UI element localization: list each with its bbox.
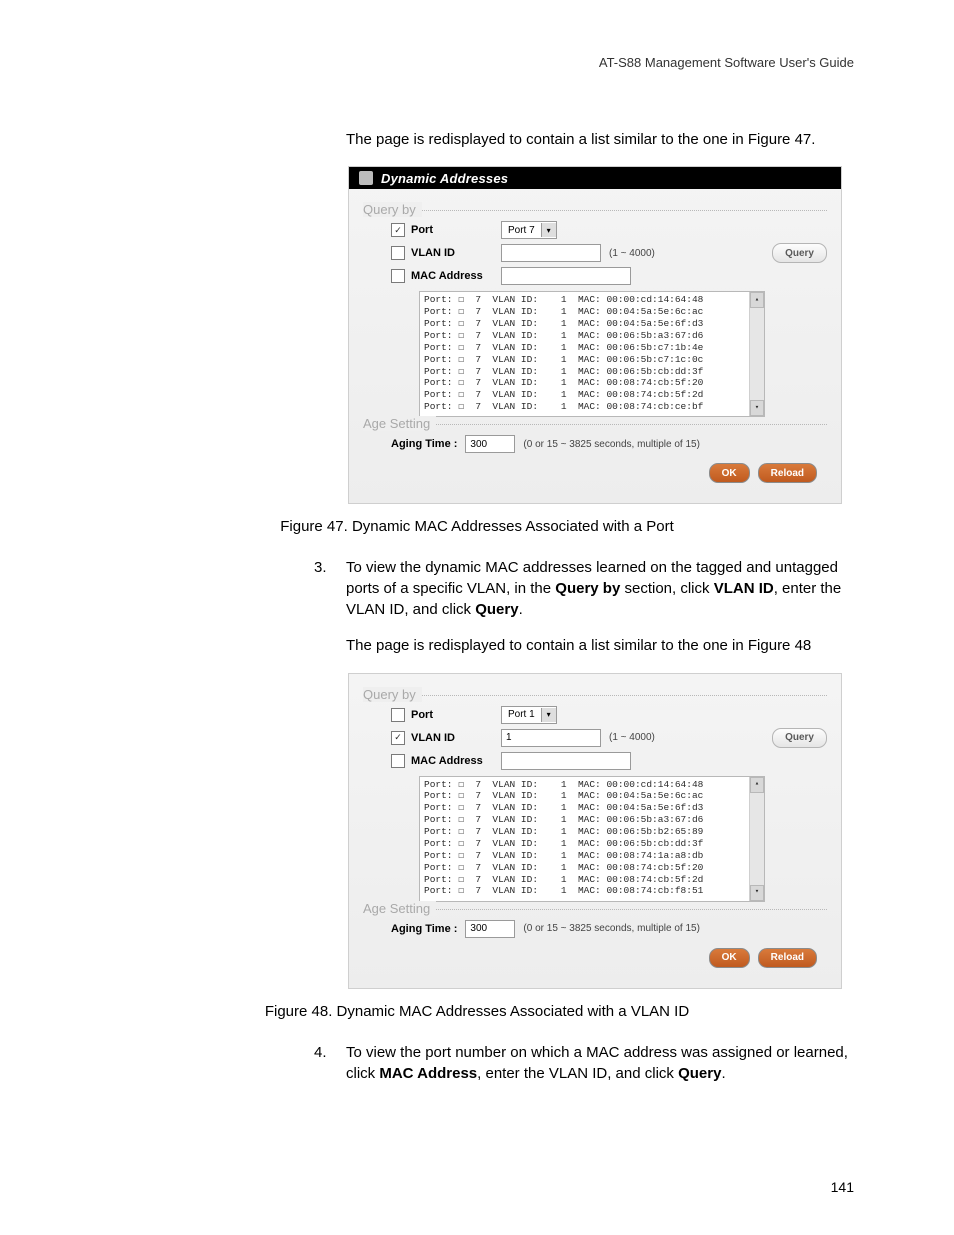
list-item: Port: ☐ 7 VLAN ID: 1 MAC: 00:06:5b:b2:65… <box>424 826 764 838</box>
scroll-up-icon[interactable]: ▴ <box>750 777 764 793</box>
bold-query: Query <box>475 601 518 618</box>
list-item: Port: ☐ 7 VLAN ID: 1 MAC: 00:08:74:cb:5f… <box>424 874 764 886</box>
aging-time-input[interactable]: 300 <box>465 920 515 938</box>
intro-text-47: The page is redisplayed to contain a lis… <box>346 130 854 150</box>
mac-label: MAC Address <box>411 270 483 282</box>
page-number: 141 <box>831 1179 854 1195</box>
scroll-up-icon[interactable]: ▴ <box>750 292 764 308</box>
vlan-hint: (1 ~ 4000) <box>609 248 655 259</box>
intro-text-48: The page is redisplayed to contain a lis… <box>346 636 854 656</box>
aging-hint: (0 or 15 ~ 3825 seconds, multiple of 15) <box>523 923 700 934</box>
doc-header: AT-S88 Management Software User's Guide <box>100 55 854 70</box>
list-item: Port: ☐ 7 VLAN ID: 1 MAC: 00:08:74:cb:5f… <box>424 377 764 389</box>
queryby-section-label: Query by <box>363 202 422 217</box>
bold-vlanid: VLAN ID <box>714 580 774 597</box>
step4-c: . <box>721 1065 725 1082</box>
port-select[interactable]: Port 7 ▾ <box>501 221 557 239</box>
figure-47-panel: Dynamic Addresses Query by ✓ Port Port 7… <box>348 166 842 504</box>
mac-checkbox[interactable] <box>391 754 405 768</box>
list-item: Port: ☐ 7 VLAN ID: 1 MAC: 00:04:5a:5e:6c… <box>424 790 764 802</box>
reload-button[interactable]: Reload <box>758 948 817 968</box>
list-item: Port: ☐ 7 VLAN ID: 1 MAC: 00:08:74:cb:5f… <box>424 389 764 401</box>
list-item: Port: ☐ 7 VLAN ID: 1 MAC: 00:08:74:cb:f8… <box>424 885 764 897</box>
step-number: 4. <box>314 1042 346 1084</box>
port-checkbox[interactable] <box>391 708 405 722</box>
vlan-checkbox[interactable]: ✓ <box>391 731 405 745</box>
port-select-value: Port 1 <box>502 709 541 720</box>
age-section-label: Age Setting <box>363 416 436 431</box>
bold-macaddress: MAC Address <box>379 1065 477 1082</box>
mac-label: MAC Address <box>411 755 483 767</box>
vlan-checkbox[interactable] <box>391 246 405 260</box>
figure-48-caption: Figure 48. Dynamic MAC Addresses Associa… <box>100 1003 854 1020</box>
list-item: Port: ☐ 7 VLAN ID: 1 MAC: 00:06:5b:cb:dd… <box>424 838 764 850</box>
bold-query: Query <box>678 1065 721 1082</box>
list-item: Port: ☐ 7 VLAN ID: 1 MAC: 00:04:5a:5e:6f… <box>424 318 764 330</box>
figure-48-panel: Query by Port Port 1 ▾ ✓ VLAN ID 1 (1 ~ … <box>348 673 842 989</box>
port-label: Port <box>411 224 433 236</box>
port-select-value: Port 7 <box>502 225 541 236</box>
figure-47-caption: Figure 47. Dynamic MAC Addresses Associa… <box>100 518 854 535</box>
vlan-input[interactable] <box>501 244 601 262</box>
list-item: Port: ☐ 7 VLAN ID: 1 MAC: 00:06:5b:cb:dd… <box>424 366 764 378</box>
mac-input[interactable] <box>501 752 631 770</box>
panel-titlebar: Dynamic Addresses <box>349 167 841 189</box>
list-item: Port: ☐ 7 VLAN ID: 1 MAC: 00:04:5a:5e:6f… <box>424 802 764 814</box>
reload-button[interactable]: Reload <box>758 463 817 483</box>
aging-time-label: Aging Time : <box>391 923 457 935</box>
vlan-label: VLAN ID <box>411 247 455 259</box>
scrollbar[interactable]: ▴ ▾ <box>749 777 764 901</box>
step4-b: , enter the VLAN ID, and click <box>477 1065 678 1082</box>
ok-button[interactable]: OK <box>709 948 750 968</box>
mac-results-list[interactable]: Port: ☐ 7 VLAN ID: 1 MAC: 00:00:cd:14:64… <box>419 776 765 902</box>
step-number: 3. <box>314 557 346 620</box>
ok-button[interactable]: OK <box>709 463 750 483</box>
panel-title: Dynamic Addresses <box>381 171 508 186</box>
query-button[interactable]: Query <box>772 243 827 263</box>
list-item: Port: ☐ 7 VLAN ID: 1 MAC: 00:08:74:cb:5f… <box>424 862 764 874</box>
step-4: 4. To view the port number on which a MA… <box>314 1042 854 1084</box>
scroll-down-icon[interactable]: ▾ <box>750 885 764 901</box>
list-item: Port: ☐ 7 VLAN ID: 1 MAC: 00:04:5a:5e:6c… <box>424 306 764 318</box>
vlan-input[interactable]: 1 <box>501 729 601 747</box>
list-item: Port: ☐ 7 VLAN ID: 1 MAC: 00:06:5b:c7:1c… <box>424 354 764 366</box>
mac-results-list[interactable]: Port: ☐ 7 VLAN ID: 1 MAC: 00:00:cd:14:64… <box>419 291 765 417</box>
bold-queryby: Query by <box>555 580 620 597</box>
scrollbar[interactable]: ▴ ▾ <box>749 292 764 416</box>
list-item: Port: ☐ 7 VLAN ID: 1 MAC: 00:00:cd:14:64… <box>424 294 764 306</box>
chevron-down-icon[interactable]: ▾ <box>541 708 556 722</box>
list-item: Port: ☐ 7 VLAN ID: 1 MAC: 00:00:cd:14:64… <box>424 779 764 791</box>
list-item: Port: ☐ 7 VLAN ID: 1 MAC: 00:06:5b:a3:67… <box>424 814 764 826</box>
list-item: Port: ☐ 7 VLAN ID: 1 MAC: 00:06:5b:a3:67… <box>424 330 764 342</box>
vlan-label: VLAN ID <box>411 732 455 744</box>
step3-b: section, click <box>620 580 713 597</box>
list-item: Port: ☐ 7 VLAN ID: 1 MAC: 00:08:74:1a:a8… <box>424 850 764 862</box>
step3-d: . <box>519 601 523 618</box>
mac-input[interactable] <box>501 267 631 285</box>
mac-checkbox[interactable] <box>391 269 405 283</box>
query-button[interactable]: Query <box>772 728 827 748</box>
chevron-down-icon[interactable]: ▾ <box>541 223 556 237</box>
list-item: Port: ☐ 7 VLAN ID: 1 MAC: 00:08:74:cb:ce… <box>424 401 764 413</box>
vlan-hint: (1 ~ 4000) <box>609 732 655 743</box>
port-select[interactable]: Port 1 ▾ <box>501 706 557 724</box>
list-item: Port: ☐ 7 VLAN ID: 1 MAC: 00:06:5b:c7:1b… <box>424 342 764 354</box>
aging-hint: (0 or 15 ~ 3825 seconds, multiple of 15) <box>523 439 700 450</box>
aging-time-input[interactable]: 300 <box>465 435 515 453</box>
age-section-label: Age Setting <box>363 901 436 916</box>
window-icon <box>359 171 373 185</box>
port-checkbox[interactable]: ✓ <box>391 223 405 237</box>
port-label: Port <box>411 709 433 721</box>
aging-time-label: Aging Time : <box>391 438 457 450</box>
queryby-section-label: Query by <box>363 687 422 702</box>
scroll-down-icon[interactable]: ▾ <box>750 400 764 416</box>
step-3: 3. To view the dynamic MAC addresses lea… <box>314 557 854 620</box>
